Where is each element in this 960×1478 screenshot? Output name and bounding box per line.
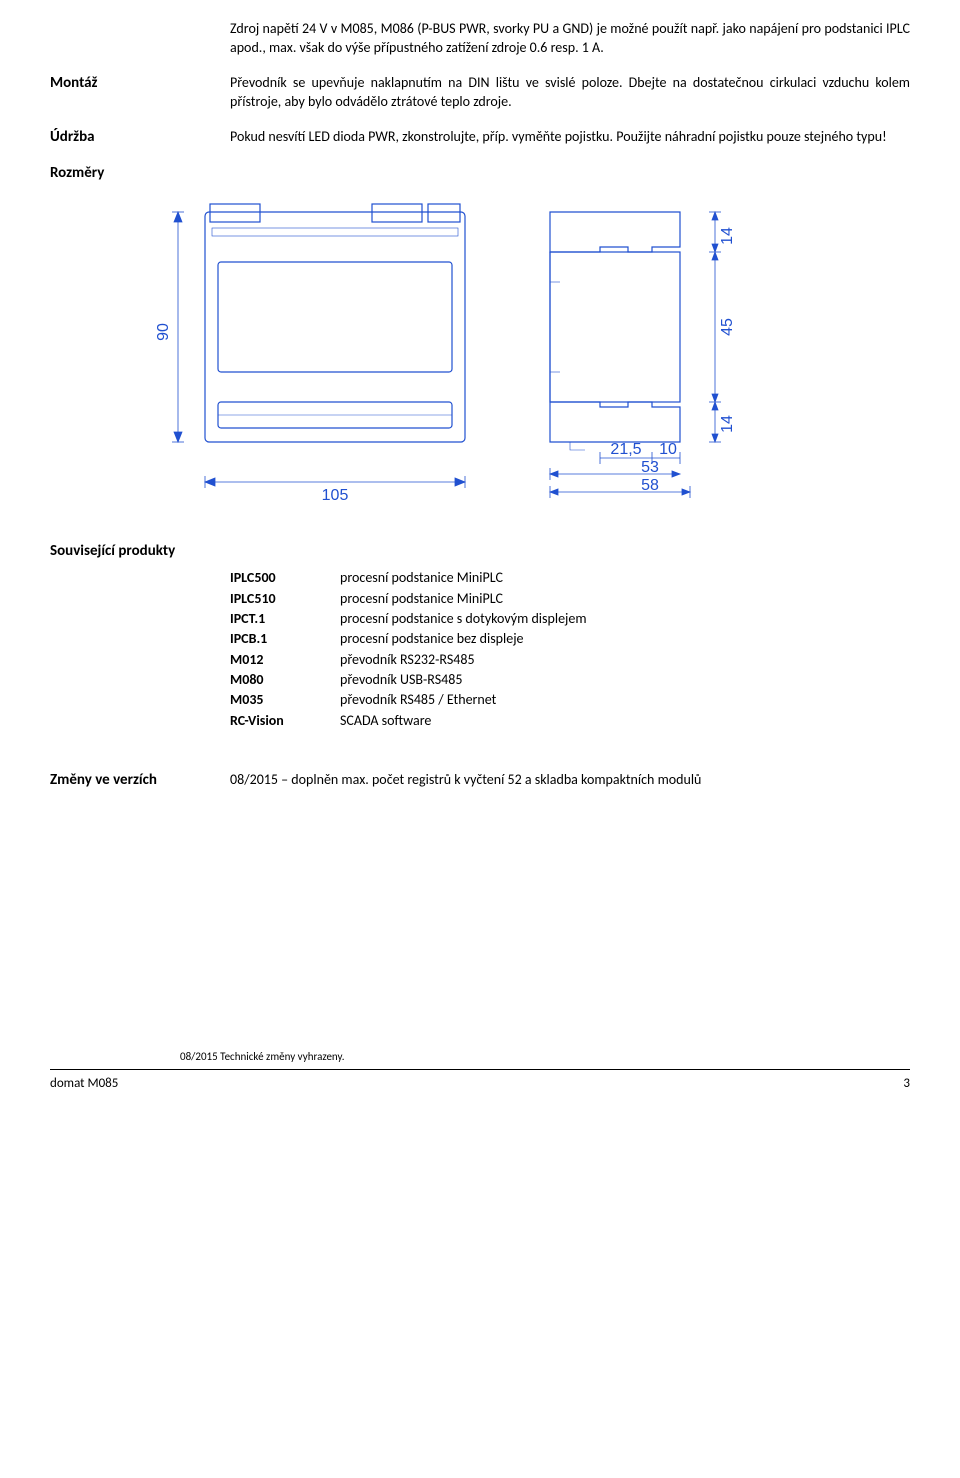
zmeny-label: Změny ve verzích [50,771,230,790]
page-footer: 08/2015 Technické změny vyhrazeny. domat… [50,1050,910,1091]
product-desc: procesní podstanice MiniPLC [340,589,910,609]
footer-note: 08/2015 Technické změny vyhrazeny. [180,1050,910,1063]
front-view-svg: 90 105 [150,192,490,512]
product-desc: převodník USB-RS485 [340,670,910,690]
zmeny-block: Změny ve verzích 08/2015 – doplněn max. … [50,771,910,790]
dim-53: 53 [641,459,659,476]
udrzba-block: Údržba Pokud nesvítí LED dioda PWR, zkon… [50,128,910,147]
udrzba-label: Údržba [50,128,230,147]
rozmery-label: Rozměry [50,164,910,182]
product-row: IPLC500procesní podstanice MiniPLC [230,568,910,588]
montaz-block: Montáž Převodník se upevňuje naklapnutím… [50,74,910,112]
product-desc: procesní podstanice bez displeje [340,629,910,649]
product-code: IPLC500 [230,568,340,588]
product-code: IPCB.1 [230,629,340,649]
product-row: IPCB.1procesní podstanice bez displeje [230,629,910,649]
side-view-svg: 14 45 14 21,5 10 [530,192,810,512]
footer-page-number: 3 [903,1076,910,1091]
products-table: IPLC500procesní podstanice MiniPLC IPLC5… [230,568,910,730]
product-desc: procesní podstanice s dotykovým displeje… [340,609,910,629]
dim-14-top: 14 [719,227,736,245]
product-row: IPLC510procesní podstanice MiniPLC [230,589,910,609]
dim-21-5: 21,5 [610,441,641,458]
footer-divider [50,1069,910,1070]
product-row: M035převodník RS485 / Ethernet [230,690,910,710]
product-desc: převodník RS485 / Ethernet [340,690,910,710]
product-row: RC-VisionSCADA software [230,711,910,731]
souvisejici-label: Související produkty [50,542,910,560]
dim-58: 58 [641,477,659,494]
product-desc: procesní podstanice MiniPLC [340,568,910,588]
product-code: IPLC510 [230,589,340,609]
product-code: M080 [230,670,340,690]
zmeny-text: 08/2015 – doplněn max. počet registrů k … [230,771,910,790]
product-code: IPCT.1 [230,609,340,629]
product-desc: převodník RS232-RS485 [340,650,910,670]
udrzba-text: Pokud nesvítí LED dioda PWR, zkonstroluj… [230,128,910,147]
intro-label-empty [50,20,230,58]
product-row: IPCT.1procesní podstanice s dotykovým di… [230,609,910,629]
product-code: RC-Vision [230,711,340,731]
product-code: M035 [230,690,340,710]
dim-14-bot: 14 [719,415,736,433]
dim-105: 105 [322,487,349,504]
montaz-label: Montáž [50,74,230,112]
product-desc: SCADA software [340,711,910,731]
intro-text: Zdroj napětí 24 V v M085, M086 (P-BUS PW… [230,20,910,58]
intro-block: Zdroj napětí 24 V v M085, M086 (P-BUS PW… [50,20,910,58]
product-row: M012převodník RS232-RS485 [230,650,910,670]
montaz-text: Převodník se upevňuje naklapnutím na DIN… [230,74,910,112]
product-row: M080převodník USB-RS485 [230,670,910,690]
footer-left: domat M085 [50,1076,118,1091]
dimensions-diagram: 90 105 [50,192,910,512]
dim-10: 10 [659,441,677,458]
dim-45: 45 [719,318,736,336]
product-code: M012 [230,650,340,670]
dim-90: 90 [155,323,172,341]
